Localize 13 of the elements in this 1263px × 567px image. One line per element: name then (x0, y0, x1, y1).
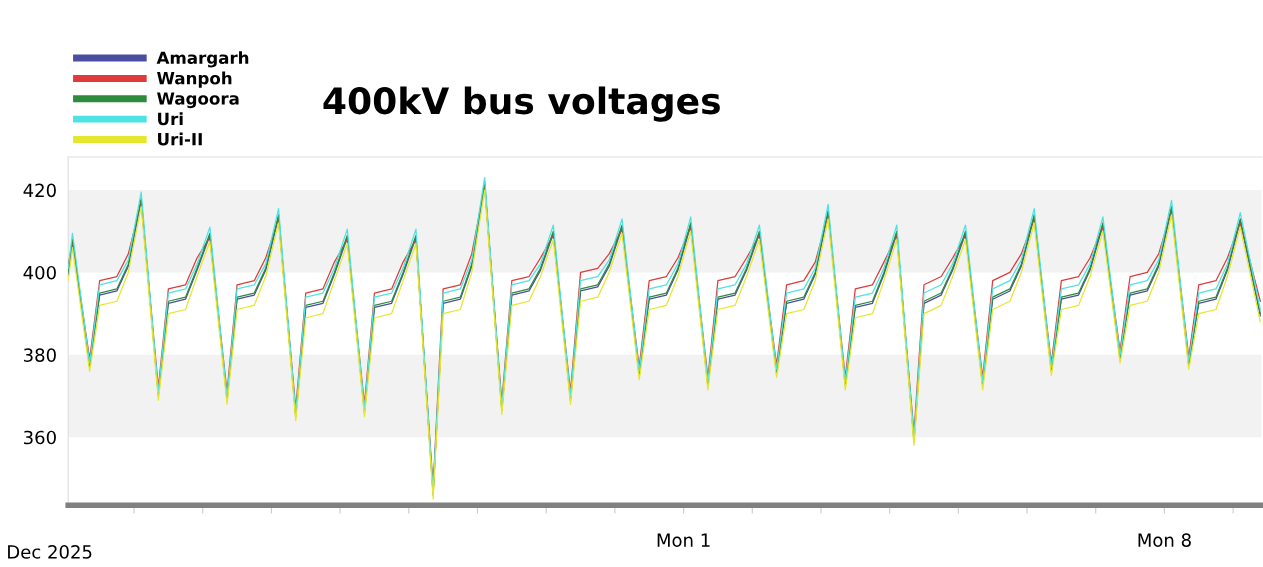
x-tick-label: Mon 8 (1138, 533, 1191, 547)
y-tick-label: 360 (24, 430, 56, 445)
y-tick-label: 380 (24, 348, 56, 362)
legend-label: Amargarh (156, 51, 249, 68)
y-tick-label: 420 (23, 183, 56, 198)
text: Dec 2025 (8, 545, 92, 559)
legend-label: Wagoora (157, 92, 239, 109)
legend-label: Uri-II (158, 132, 202, 146)
legend-label: Wanpoh (157, 71, 232, 88)
legend-label: Uri (158, 112, 183, 126)
y-tick-label: 400 (23, 265, 56, 280)
x-tick-label: Mon 1 (657, 533, 710, 547)
chart-title: 400kV bus voltages (323, 86, 720, 122)
